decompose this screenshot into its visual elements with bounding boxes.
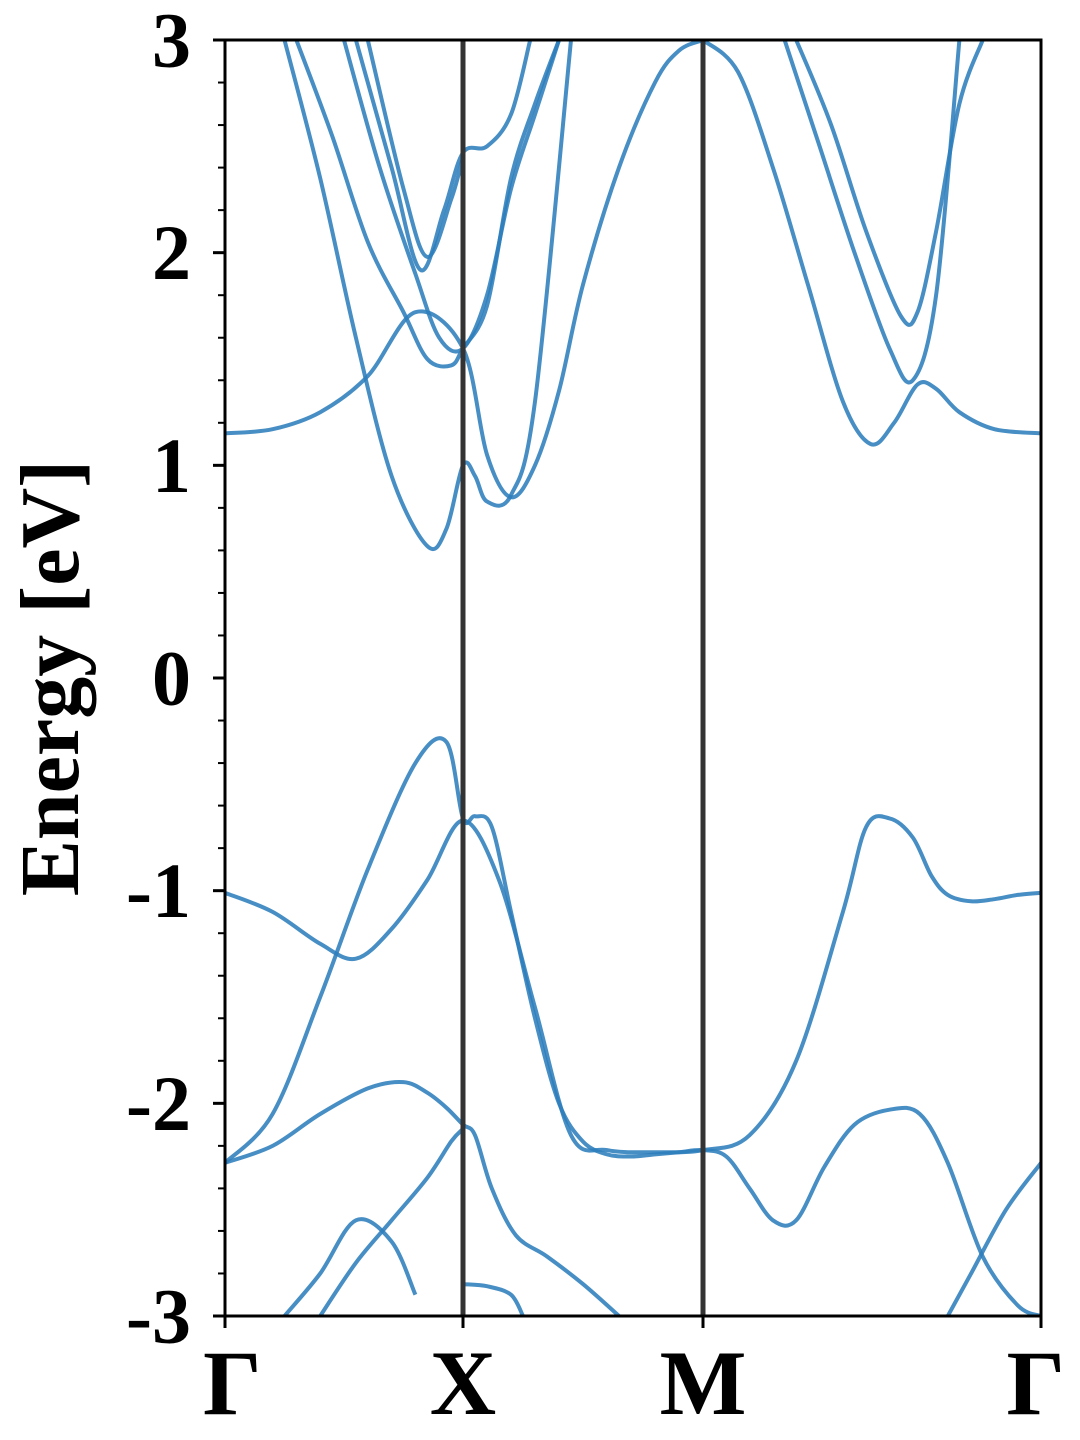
plot-frame — [223, 38, 1043, 1318]
band-line-15 — [462, 1282, 525, 1316]
x-tick-label-M: M — [660, 1332, 747, 1434]
y-tick-label: 3 — [152, 0, 191, 84]
y-tick-label: 2 — [152, 209, 191, 296]
x-tick-label-Γ: Γ — [1006, 1332, 1065, 1434]
x-tick-label-Γ: Γ — [203, 1332, 262, 1434]
band-line-2 — [225, 736, 1041, 1316]
band-line-3 — [225, 814, 1041, 1155]
band-line-6 — [294, 40, 561, 369]
y-tick-label: 0 — [152, 635, 191, 722]
band-line-14 — [318, 1127, 465, 1316]
band-line-1 — [225, 1079, 621, 1316]
band-line-10 — [701, 40, 1041, 447]
band-line-5 — [282, 40, 573, 552]
y-tick-label: -2 — [126, 1060, 191, 1147]
x-tick-label-X: X — [430, 1332, 496, 1434]
y-tick-label: 1 — [152, 422, 191, 509]
y-axis-label: Energy [eV] — [4, 460, 97, 896]
y-axis-ticks: 3 2 1 0 -1 -2 -3 — [126, 0, 225, 1360]
band-line-16 — [946, 1161, 1041, 1316]
y-tick-label: -1 — [126, 847, 191, 934]
band-line-9 — [365, 40, 465, 259]
y-tick-label: -3 — [126, 1273, 191, 1360]
high-symmetry-lines — [460, 40, 706, 1316]
band-line-11 — [782, 40, 962, 385]
band-lines — [225, 40, 1041, 1316]
band-line-13 — [282, 1217, 418, 1316]
band-line-8 — [353, 40, 533, 273]
band-line-12 — [794, 40, 985, 327]
band-line-4 — [225, 40, 704, 500]
